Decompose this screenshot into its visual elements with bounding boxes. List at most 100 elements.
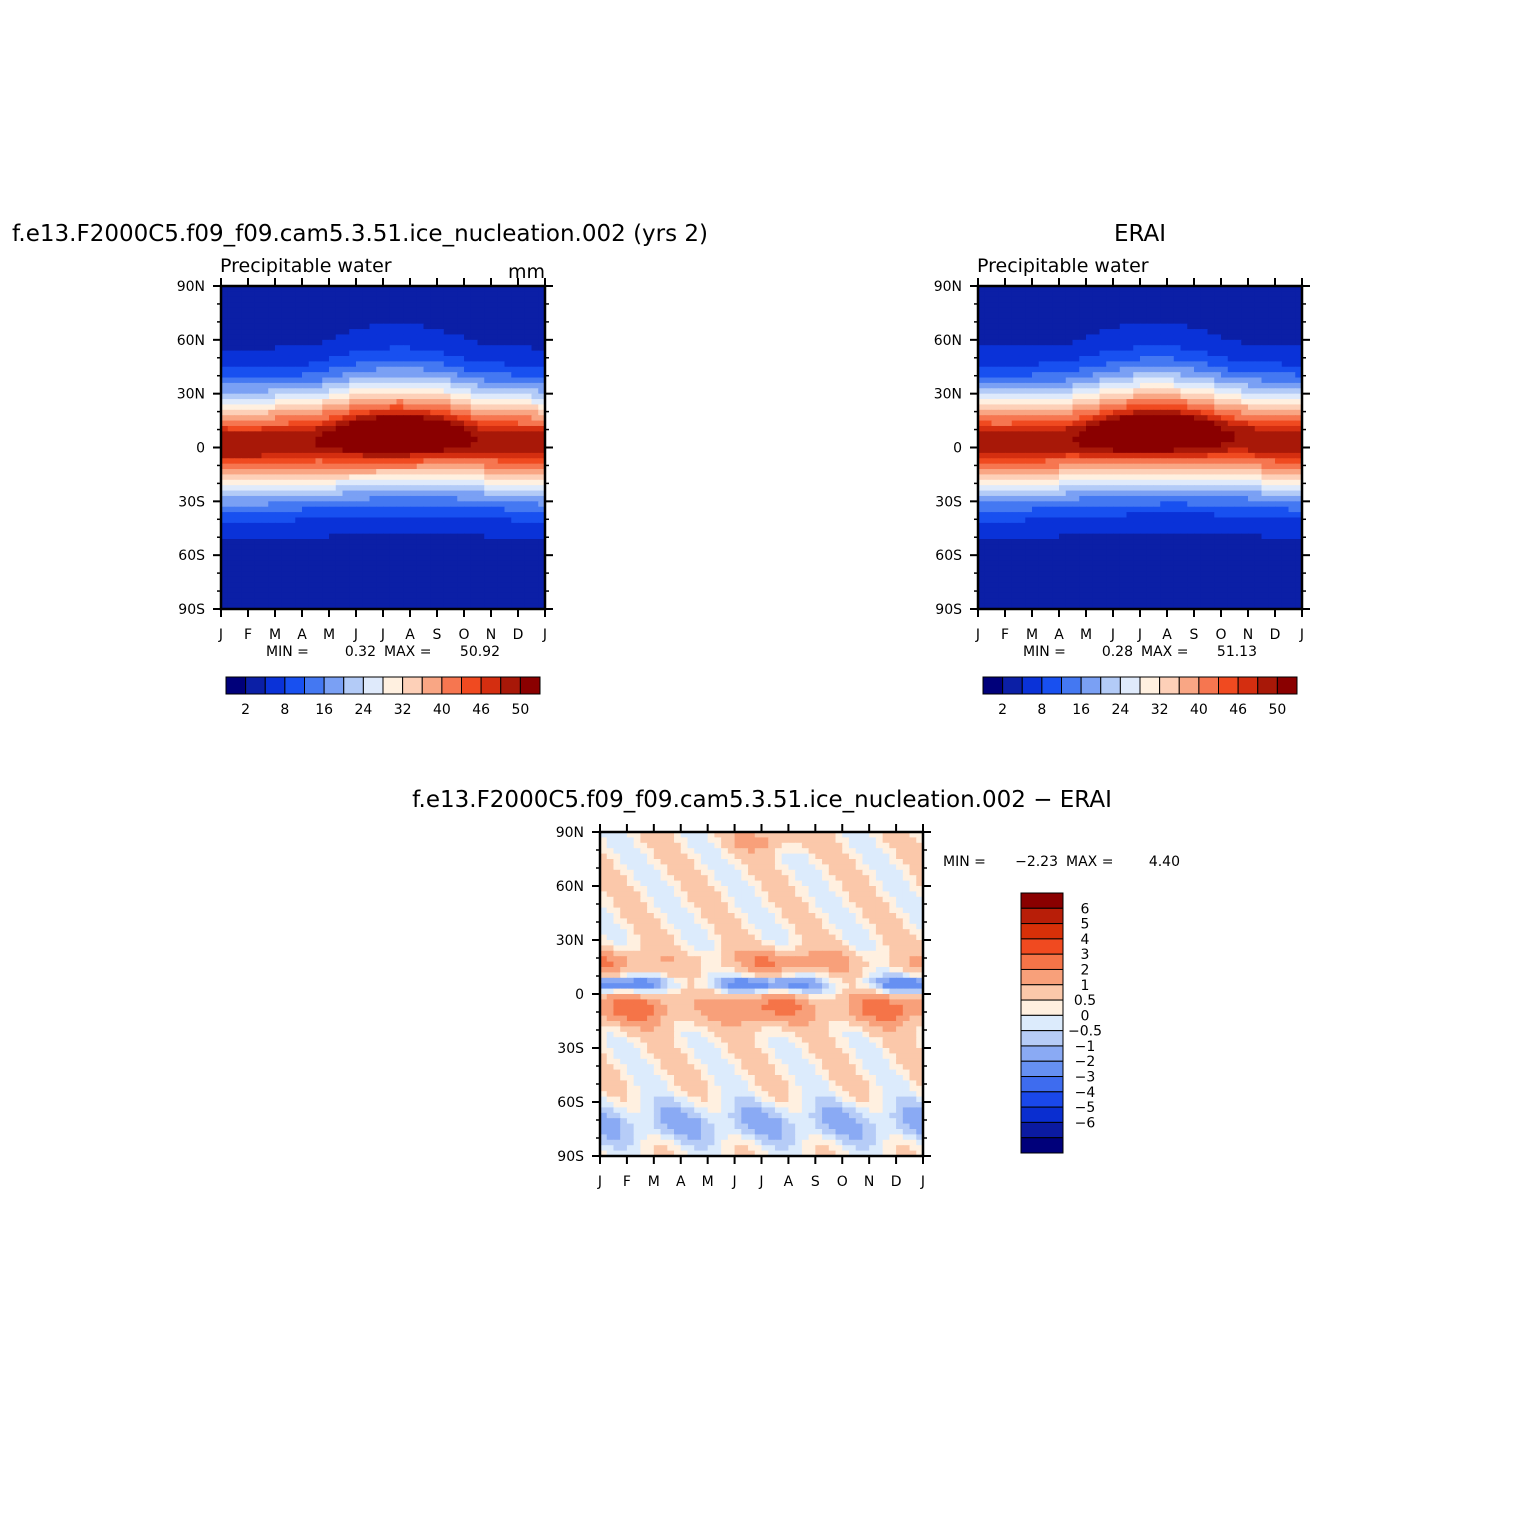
field-cell (1052, 393, 1060, 400)
field-cell (1113, 350, 1121, 357)
field-cell (437, 555, 445, 562)
field-cell (1099, 415, 1107, 422)
field-cell (362, 399, 371, 406)
field-cell (362, 318, 371, 325)
field-cell (1059, 506, 1067, 513)
field-cell (1180, 442, 1188, 449)
field-cell (1045, 458, 1053, 465)
field-cell (308, 329, 317, 336)
field-cell (430, 587, 438, 594)
field-cell (349, 528, 357, 535)
field-cell (396, 399, 404, 406)
field-cell (1072, 388, 1080, 395)
field-cell (389, 350, 398, 357)
field-cell (308, 501, 317, 508)
field-cell (1133, 447, 1141, 454)
field-cell (241, 323, 249, 330)
field-cell (1275, 442, 1283, 449)
field-cell (234, 372, 242, 379)
field-cell (295, 302, 303, 309)
field-cell (1153, 463, 1161, 470)
field-cell (1045, 366, 1053, 373)
field-cell (275, 382, 283, 389)
field-cell (1214, 447, 1222, 454)
field-cell (1133, 431, 1141, 438)
field-cell (1295, 399, 1303, 406)
field-cell (1106, 302, 1114, 309)
field-cell (423, 442, 431, 449)
field-cell (991, 399, 999, 406)
field-cell (268, 436, 276, 443)
field-cell (315, 415, 323, 422)
field-cell (1052, 286, 1060, 292)
field-cell (484, 522, 492, 529)
field-cell (457, 512, 465, 519)
field-cell (1126, 474, 1134, 481)
field-cell (491, 339, 499, 346)
field-cell (443, 587, 452, 594)
field-cell (524, 490, 533, 497)
field-cell (1200, 474, 1209, 481)
field-cell (315, 490, 323, 497)
field-cell (484, 318, 492, 325)
field-cell (1194, 329, 1202, 336)
field-cell (241, 603, 249, 610)
field-cell (369, 323, 377, 330)
field-cell (491, 463, 499, 470)
field-cell (484, 485, 492, 492)
field-cell (254, 312, 263, 319)
field-cell (1268, 469, 1276, 476)
field-cell (430, 474, 438, 481)
field-cell (254, 286, 263, 292)
field-cell (369, 372, 377, 379)
field-cell (430, 528, 438, 535)
field-cell (248, 549, 256, 556)
field-cell (1234, 339, 1242, 346)
field-cell (1146, 501, 1155, 508)
field-cell (227, 399, 236, 406)
field-cell (329, 544, 337, 551)
field-cell (349, 506, 357, 513)
field-cell (504, 549, 512, 556)
field-cell (1079, 302, 1087, 309)
field-cell (443, 296, 452, 303)
field-cell (1126, 291, 1134, 298)
field-cell (443, 409, 452, 416)
field-cell (491, 603, 499, 610)
field-cell (403, 436, 411, 443)
field-cell (1227, 307, 1236, 314)
field-cell (1072, 452, 1080, 459)
field-cell (322, 339, 330, 346)
field-cell (978, 425, 986, 432)
field-cell (329, 409, 337, 416)
field-cell (464, 517, 472, 524)
field-cell (1126, 323, 1134, 330)
field-cell (1295, 296, 1303, 303)
field-cell (1214, 350, 1222, 357)
field-cell (1200, 393, 1209, 400)
field-cell (1261, 436, 1269, 443)
field-cell (1045, 501, 1053, 508)
field-cell (1045, 393, 1053, 400)
field-cell (1234, 286, 1242, 292)
field-cell (362, 420, 371, 427)
field-cell (281, 539, 290, 545)
field-cell (1167, 409, 1175, 416)
field-cell (531, 603, 539, 610)
field-cell (1275, 501, 1283, 508)
field-cell (281, 312, 290, 319)
field-cell (396, 539, 404, 545)
field-cell (389, 533, 398, 540)
field-cell (450, 393, 458, 400)
field-cell (1254, 420, 1263, 427)
field-cell (1011, 495, 1020, 502)
field-cell (538, 463, 546, 470)
field-cell (389, 479, 398, 486)
field-cell (221, 393, 229, 400)
field-cell (1045, 474, 1053, 481)
field-cell (416, 565, 425, 572)
field-cell (396, 571, 404, 578)
field-cell (1099, 339, 1107, 346)
field-cell (234, 409, 242, 416)
field-cell (1059, 415, 1067, 422)
